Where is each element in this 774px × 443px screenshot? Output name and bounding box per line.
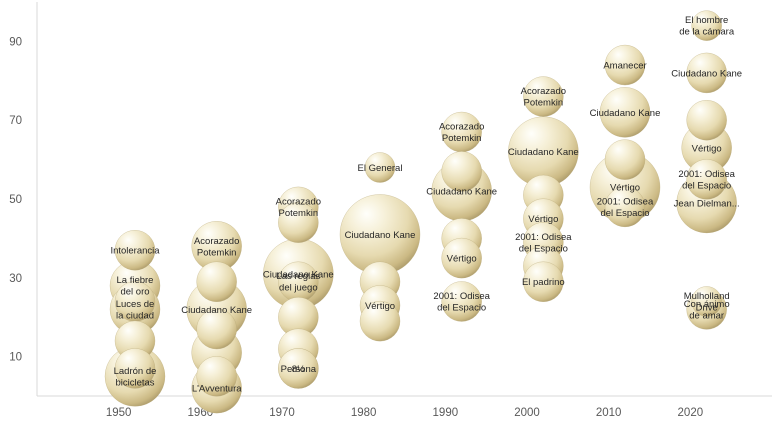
bubble [686,159,727,200]
y-tick-label: 10 [9,352,22,364]
x-tick-label: 2020 [678,407,704,419]
data-label: L'Avventura [192,384,242,395]
y-tick-label: 90 [9,36,22,48]
y-tick-label: 30 [9,273,22,285]
bubble [604,139,646,180]
bubble [599,87,651,138]
bubble [196,356,237,397]
bubble [114,348,156,389]
data-label: Persona [281,364,317,375]
data-label: Ciudadano Kane [345,230,416,241]
x-tick-label: 2010 [596,407,622,419]
data-label: Acorazado Potemkin [521,86,566,109]
data-label: 8½ [292,364,305,375]
data-label: Vértigo [447,254,477,265]
data-label: 2001: Odisea del Espacio [515,232,572,255]
data-label: Ciudadano Kane [426,187,497,198]
data-label: Vértigo [692,143,722,154]
data-label: 2001: Odisea del Espacio [678,169,735,192]
data-label: Mulholland Drive [684,291,730,314]
bubble [691,10,722,41]
data-label: 2001: Odisea del Espacio [433,291,490,314]
bubble [359,300,401,342]
data-label: Vértigo [610,183,640,194]
data-label: Ciudadano Kane [590,108,661,119]
data-label: Vértigo [365,301,395,312]
data-label: El General [358,163,403,174]
data-label: Acorazado Potemkin [194,236,239,259]
bubble [441,151,482,192]
bubble [686,52,727,94]
y-tick-label: 50 [9,194,22,206]
data-label: Con ánimo de amar [684,299,730,322]
data-label: Amanecer [603,61,646,72]
bubble [523,261,564,302]
data-label: Ladrón de bicicletas [114,366,157,389]
data-label: Ciudadano Kane [181,305,252,316]
bubble [604,44,646,86]
data-label: Ciudadano Kane [508,147,579,158]
x-tick-label: 1950 [106,407,132,419]
x-tick-label: 1970 [269,407,295,419]
data-label: Intolerancia [110,246,160,257]
bubble [196,308,237,350]
bubble [441,237,482,279]
x-tick-label: 1980 [351,407,377,419]
data-label: 2001: Odisea del Espacio [597,196,654,219]
data-label: Acorazado Potemkin [439,122,484,145]
x-tick-label: 1990 [433,407,459,419]
data-label: Jean Dielman... [674,198,740,209]
bubble [114,229,156,271]
bubble [196,261,237,302]
data-label: Las reglas del juego [276,271,320,294]
bubble [523,76,564,117]
bubble [441,281,482,322]
data-label: El padrino [522,277,565,288]
data-label: Acorazado Potemkin [276,196,321,219]
bubble [604,186,646,228]
bubble [364,152,396,183]
bubble [686,99,727,141]
bubble [278,348,319,389]
data-label: Luces de la ciudad [116,299,155,322]
bubble [278,202,319,243]
data-label: La fiebre del oro [117,275,154,298]
bubble [691,286,722,317]
x-tick-label: 2000 [514,407,540,419]
y-tick-label: 70 [9,115,22,127]
data-label: Ciudadano Kane [671,68,742,79]
data-label: Vértigo [528,214,558,225]
data-label: Ciudadano Kane [263,269,334,280]
data-label: El hombre de la cámara [679,15,735,38]
